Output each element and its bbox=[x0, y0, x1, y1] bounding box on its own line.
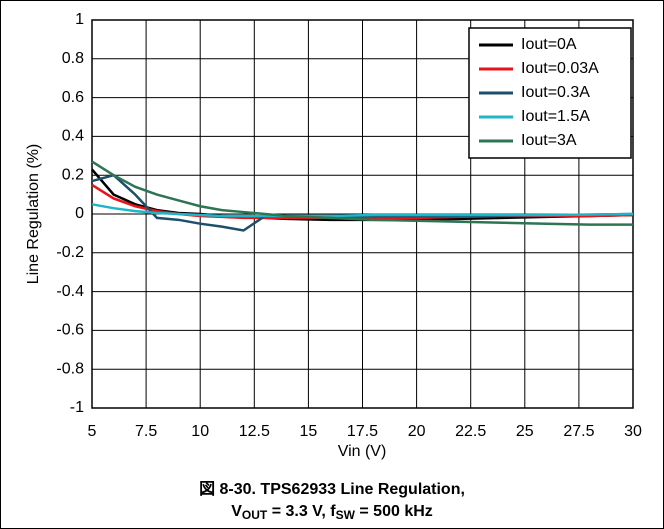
y-tick-label: -0.6 bbox=[56, 322, 84, 339]
y-tick-label: -1 bbox=[70, 399, 84, 416]
caption-text: V bbox=[231, 503, 242, 520]
y-tick-label: -0.4 bbox=[56, 283, 84, 300]
y-tick-label: 1 bbox=[75, 11, 84, 28]
caption-subscript: OUT bbox=[242, 508, 268, 522]
x-tick-label: 30 bbox=[624, 423, 642, 440]
caption-line: VOUT = 3.3 V, fSW = 500 kHz bbox=[231, 503, 433, 522]
x-tick-label: 27.5 bbox=[563, 423, 594, 440]
caption-subscript: SW bbox=[336, 508, 356, 522]
x-tick-label: 7.5 bbox=[135, 423, 157, 440]
y-tick-label: 0.8 bbox=[62, 50, 84, 67]
x-tick-label: 20 bbox=[408, 423, 426, 440]
x-tick-label: 5 bbox=[88, 423, 97, 440]
y-axis-label: Line Regulation (%) bbox=[25, 144, 42, 285]
legend-label: Iout=0.3A bbox=[521, 84, 590, 101]
x-tick-label: 25 bbox=[516, 423, 534, 440]
y-tick-label: -0.2 bbox=[56, 244, 84, 261]
x-tick-label: 22.5 bbox=[455, 423, 486, 440]
y-tick-label: 0 bbox=[75, 205, 84, 222]
y-tick-label: -0.8 bbox=[56, 360, 84, 377]
legend-label: Iout=0.03A bbox=[521, 60, 599, 77]
y-tick-label: 0.2 bbox=[62, 166, 84, 183]
x-tick-label: 17.5 bbox=[347, 423, 378, 440]
series-line bbox=[91, 160, 633, 226]
legend-label: Iout=1.5A bbox=[521, 108, 590, 125]
x-axis-label: Vin (V) bbox=[338, 443, 387, 460]
y-tick-label: 0.6 bbox=[62, 89, 84, 106]
caption-text: = 500 kHz bbox=[355, 503, 433, 520]
x-tick-label: 15 bbox=[300, 423, 318, 440]
y-tick-label: 0.4 bbox=[62, 128, 84, 145]
caption-text: = 3.3 V, f bbox=[267, 503, 336, 520]
x-tick-label: 12.5 bbox=[239, 423, 270, 440]
legend-label: Iout=0A bbox=[521, 36, 577, 53]
legend-label: Iout=3A bbox=[521, 132, 577, 149]
caption-line: 図 8-30. TPS62933 Line Regulation, bbox=[199, 480, 465, 498]
x-tick-label: 10 bbox=[191, 423, 209, 440]
